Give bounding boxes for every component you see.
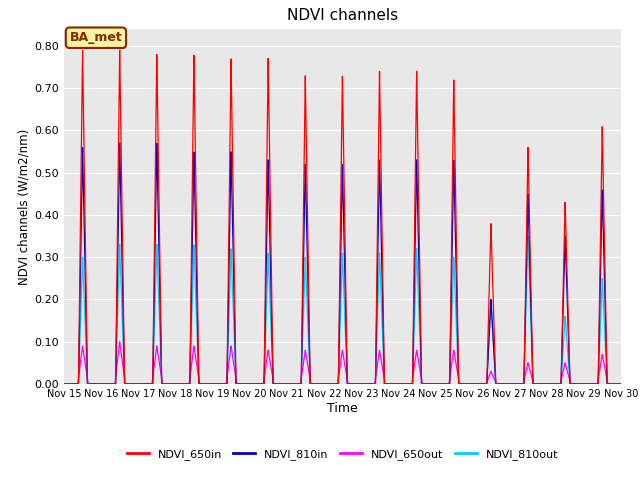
Text: BA_met: BA_met	[70, 31, 122, 44]
NDVI_650in	[617, 381, 625, 387]
NDVI_810in	[459, 381, 467, 387]
NDVI_650in	[397, 381, 404, 387]
NDVI_810in	[581, 381, 589, 387]
Title: NDVI channels: NDVI channels	[287, 9, 398, 24]
NDVI_650out	[459, 381, 467, 387]
NDVI_810out	[323, 381, 331, 387]
NDVI_650in	[324, 381, 332, 387]
NDVI_810out	[524, 233, 532, 239]
NDVI_810in	[397, 381, 404, 387]
NDVI_650out	[60, 381, 68, 387]
NDVI_650out	[397, 381, 404, 387]
NDVI_810out	[617, 381, 625, 387]
NDVI_810in	[116, 140, 124, 146]
NDVI_810out	[417, 380, 425, 386]
NDVI_650out	[324, 381, 332, 387]
NDVI_650out	[116, 339, 124, 345]
X-axis label: Time: Time	[327, 402, 358, 415]
NDVI_810in	[418, 381, 426, 386]
NDVI_810out	[581, 381, 589, 387]
NDVI_650out	[581, 381, 589, 387]
NDVI_810in	[617, 381, 625, 387]
NDVI_810out	[60, 381, 68, 387]
Y-axis label: NDVI channels (W/m2/nm): NDVI channels (W/m2/nm)	[17, 128, 30, 285]
Line: NDVI_650out: NDVI_650out	[64, 342, 621, 384]
Legend: NDVI_650in, NDVI_810in, NDVI_650out, NDVI_810out: NDVI_650in, NDVI_810in, NDVI_650out, NDV…	[122, 444, 563, 465]
NDVI_810out	[459, 381, 467, 387]
NDVI_650in	[60, 381, 68, 387]
NDVI_810in	[324, 381, 332, 387]
NDVI_810in	[199, 381, 207, 387]
Line: NDVI_810out: NDVI_810out	[64, 236, 621, 384]
NDVI_650in	[116, 47, 124, 53]
Line: NDVI_650in: NDVI_650in	[64, 50, 621, 384]
Line: NDVI_810in: NDVI_810in	[64, 143, 621, 384]
NDVI_810out	[397, 381, 404, 387]
NDVI_650in	[459, 381, 467, 387]
NDVI_650out	[418, 376, 426, 382]
NDVI_650out	[199, 381, 207, 387]
NDVI_650in	[418, 381, 426, 386]
NDVI_650out	[617, 381, 625, 387]
NDVI_650in	[581, 381, 589, 387]
NDVI_650in	[199, 381, 207, 387]
NDVI_810in	[60, 381, 68, 387]
NDVI_810out	[199, 381, 207, 387]
